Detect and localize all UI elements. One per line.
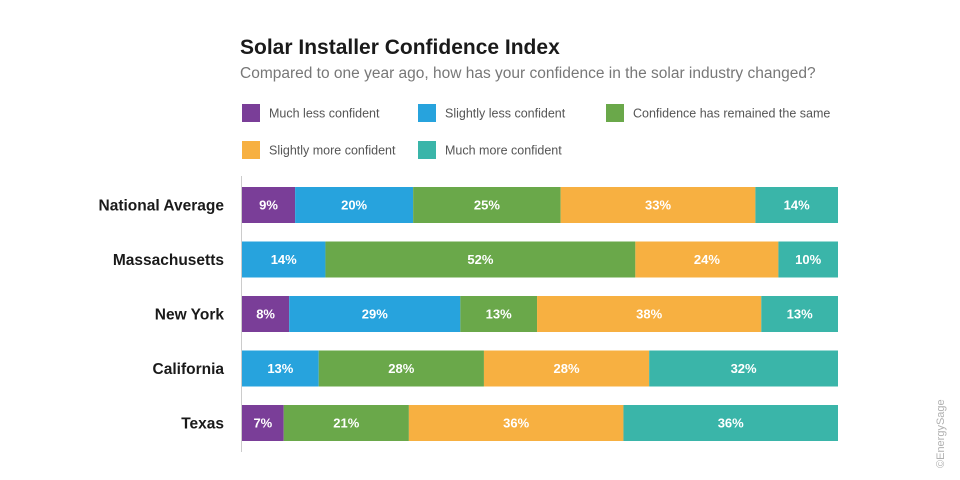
bar-segment-california-much-more-confident bbox=[649, 350, 838, 387]
value-label-california-confidence-has-remained-the-same: 28% bbox=[388, 361, 414, 376]
bar-segment-new-york-confidence-has-remained-the-same bbox=[460, 296, 538, 332]
bar-segment-massachusetts-much-more-confident bbox=[778, 241, 838, 278]
value-label-texas-much-less-confident: 7% bbox=[253, 416, 272, 431]
bar-segment-texas-much-more-confident bbox=[623, 405, 838, 441]
value-label-california-much-more-confident: 32% bbox=[731, 361, 757, 376]
bar-segment-national-average-slightly-more-confident bbox=[560, 187, 756, 223]
legend-label-slightly-more-confident: Slightly more confident bbox=[269, 144, 396, 158]
bar-segment-new-york-slightly-more-confident bbox=[537, 296, 762, 332]
value-label-national-average-much-less-confident: 9% bbox=[259, 198, 278, 213]
category-label-california: California bbox=[153, 361, 225, 378]
legend-swatch-confidence-has-remained-the-same bbox=[606, 104, 624, 122]
value-label-texas-much-more-confident: 36% bbox=[718, 416, 744, 431]
legend-label-much-more-confident: Much more confident bbox=[445, 144, 562, 158]
value-label-national-average-confidence-has-remained-the-same: 25% bbox=[474, 198, 500, 213]
credit-label: ©EnergySage bbox=[935, 399, 947, 468]
value-label-national-average-slightly-more-confident: 33% bbox=[645, 198, 671, 213]
bar-segment-texas-much-less-confident bbox=[242, 405, 284, 441]
category-label-national-average: National Average bbox=[99, 198, 225, 215]
legend-label-slightly-less-confident: Slightly less confident bbox=[445, 107, 566, 121]
bar-segment-texas-confidence-has-remained-the-same bbox=[283, 405, 409, 441]
value-label-massachusetts-much-more-confident: 10% bbox=[795, 252, 821, 267]
value-label-massachusetts-slightly-less-confident: 14% bbox=[271, 252, 297, 267]
chart-subtitle: Compared to one year ago, how has your c… bbox=[240, 65, 816, 82]
legend-swatch-much-more-confident bbox=[418, 141, 436, 159]
value-label-california-slightly-less-confident: 13% bbox=[267, 361, 293, 376]
value-label-massachusetts-confidence-has-remained-the-same: 52% bbox=[467, 252, 493, 267]
bar-segment-national-average-much-less-confident bbox=[242, 187, 296, 223]
legend-swatch-slightly-more-confident bbox=[242, 141, 260, 159]
bar-segment-national-average-slightly-less-confident bbox=[295, 187, 414, 223]
bar-segment-california-slightly-less-confident bbox=[242, 350, 319, 387]
value-label-texas-confidence-has-remained-the-same: 21% bbox=[333, 416, 359, 431]
bar-segment-massachusetts-confidence-has-remained-the-same bbox=[325, 241, 636, 278]
category-label-massachusetts: Massachusetts bbox=[113, 252, 224, 269]
value-label-texas-slightly-more-confident: 36% bbox=[503, 416, 529, 431]
bars-group: National Average 9% 20% 25% 33% 14% Massachuse… bbox=[99, 187, 838, 441]
bar-segment-texas-slightly-more-confident bbox=[408, 405, 624, 441]
bar-segment-california-confidence-has-remained-the-same bbox=[318, 350, 484, 387]
legend: Much less confident Slightly less confide… bbox=[242, 104, 830, 159]
bar-segment-national-average-much-more-confident bbox=[755, 187, 838, 223]
value-label-new-york-slightly-more-confident: 38% bbox=[636, 307, 662, 322]
bar-segment-new-york-much-less-confident bbox=[242, 296, 290, 332]
legend-label-confidence-has-remained-the-same: Confidence has remained the same bbox=[633, 107, 830, 121]
bar-segment-massachusetts-slightly-more-confident bbox=[635, 241, 779, 278]
legend-label-much-less-confident: Much less confident bbox=[269, 107, 380, 121]
bar-segment-california-slightly-more-confident bbox=[483, 350, 650, 387]
chart-title: Solar Installer Confidence Index bbox=[240, 36, 560, 59]
category-label-texas: Texas bbox=[181, 416, 224, 433]
value-label-california-slightly-more-confident: 28% bbox=[554, 361, 580, 376]
value-label-new-york-much-more-confident: 13% bbox=[787, 307, 813, 322]
bar-segment-new-york-slightly-less-confident bbox=[289, 296, 461, 332]
value-label-massachusetts-slightly-more-confident: 24% bbox=[694, 252, 720, 267]
bar-segment-massachusetts-slightly-less-confident bbox=[242, 241, 326, 278]
legend-swatch-slightly-less-confident bbox=[418, 104, 436, 122]
value-label-national-average-much-more-confident: 14% bbox=[784, 198, 810, 213]
legend-swatch-much-less-confident bbox=[242, 104, 260, 122]
value-label-national-average-slightly-less-confident: 20% bbox=[341, 198, 367, 213]
bar-segment-national-average-confidence-has-remained-the-same bbox=[413, 187, 561, 223]
value-label-new-york-much-less-confident: 8% bbox=[256, 307, 275, 322]
value-label-new-york-slightly-less-confident: 29% bbox=[362, 307, 388, 322]
category-label-new-york: New York bbox=[155, 307, 225, 324]
bar-segment-new-york-much-more-confident bbox=[761, 296, 838, 332]
value-label-new-york-confidence-has-remained-the-same: 13% bbox=[486, 307, 512, 322]
